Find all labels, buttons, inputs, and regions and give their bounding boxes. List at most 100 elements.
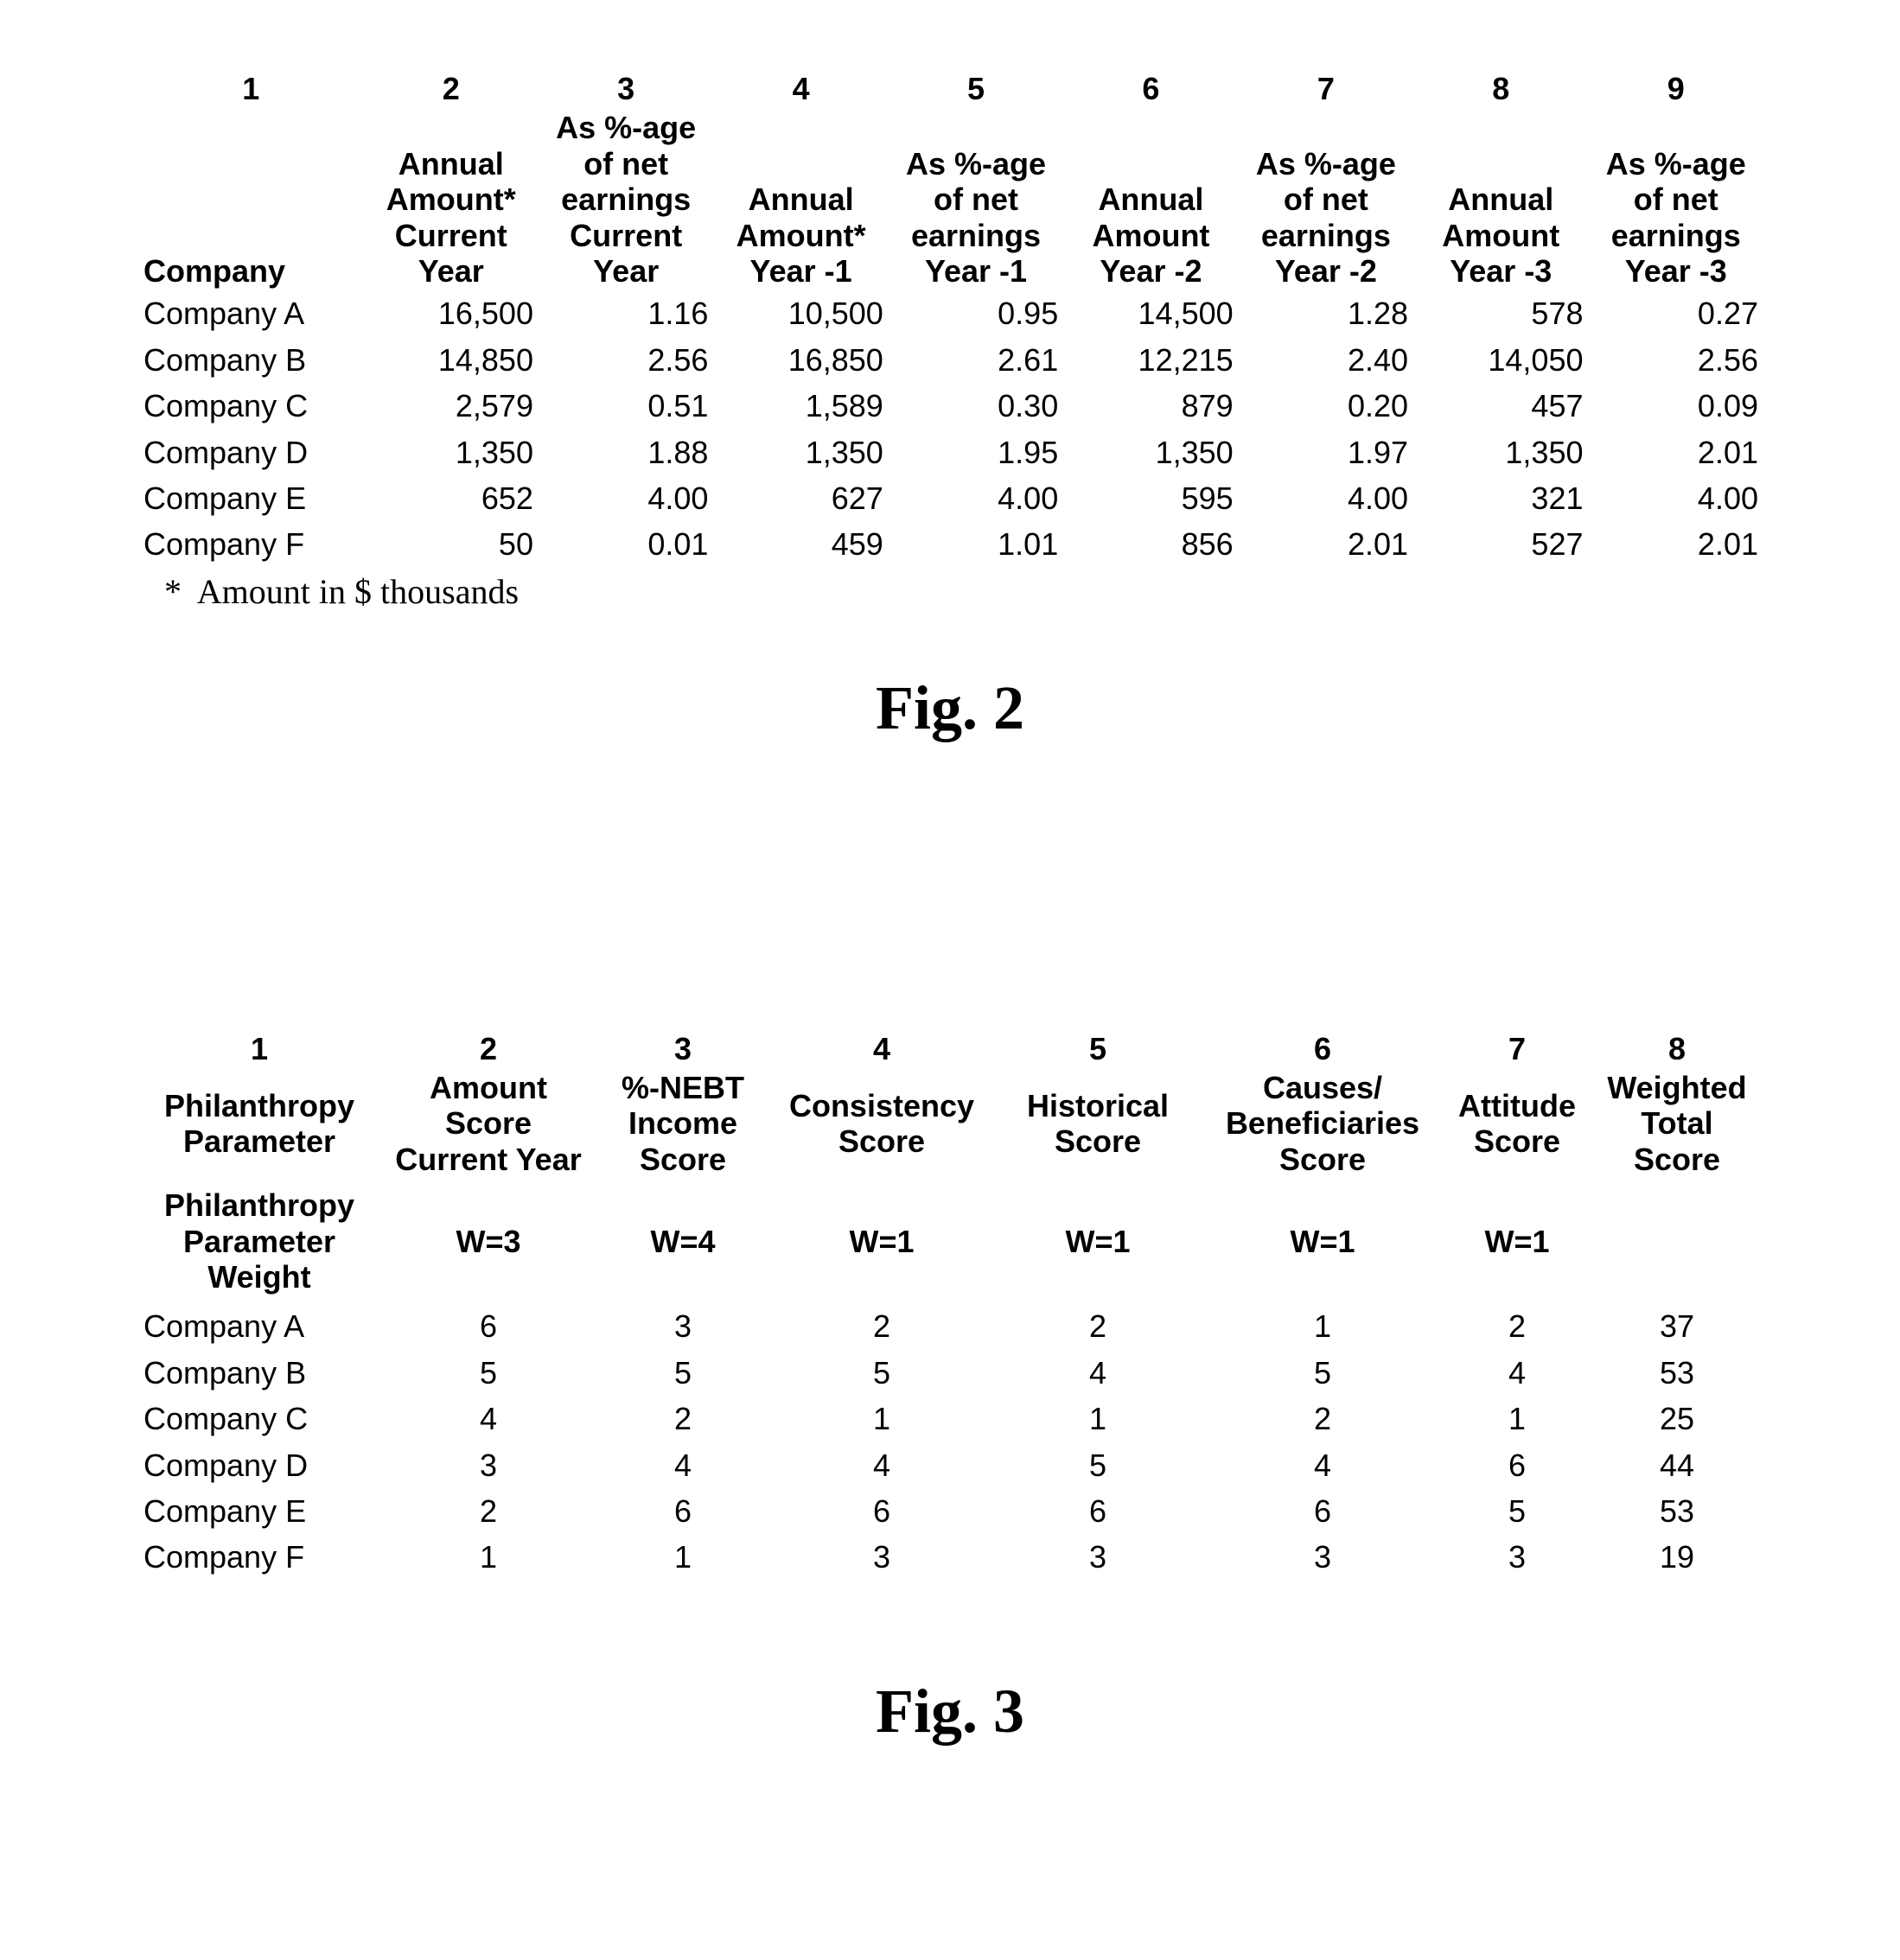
- fig2-header-company: Company: [138, 108, 364, 290]
- fig2-b-v6: 12,215: [1063, 337, 1238, 383]
- fig2-f-v5: 1.01: [889, 521, 1063, 567]
- fig2-e-v4: 627: [713, 475, 888, 521]
- fig3-header-c2: AmountScoreCurrent Year: [380, 1068, 596, 1179]
- fig2-c-v4: 1,589: [713, 383, 888, 429]
- fig3-caption: Fig. 3: [138, 1676, 1762, 1747]
- fig2-footnote: * Amount in $ thousands: [138, 571, 1762, 612]
- fig3-c-v7: 1: [1444, 1396, 1591, 1441]
- fig2-e-v7: 4.00: [1239, 475, 1413, 521]
- fig3-d-v3: 4: [596, 1442, 769, 1488]
- fig3-header-c3: %-NEBTIncomeScore: [596, 1068, 769, 1179]
- fig2-f-v3: 0.01: [539, 521, 713, 567]
- fig3-colnum-3: 3: [596, 1029, 769, 1068]
- fig2-a-v6: 14,500: [1063, 290, 1238, 336]
- fig3-weight-row: PhilanthropyParameterWeight W=3 W=4 W=1 …: [138, 1179, 1763, 1303]
- fig2-d-v8: 1,350: [1413, 430, 1588, 475]
- fig2-a-v4: 10,500: [713, 290, 888, 336]
- fig2-c-company: Company C: [138, 383, 364, 429]
- fig2-c-v3: 0.51: [539, 383, 713, 429]
- fig3-b-v5: 4: [994, 1350, 1202, 1396]
- fig2-c-v7: 0.20: [1239, 383, 1413, 429]
- fig3-header-c6: Causes/BeneficiariesScore: [1202, 1068, 1444, 1179]
- fig3-weight-c7: W=1: [1444, 1179, 1591, 1303]
- fig3-f-v4: 3: [769, 1534, 994, 1580]
- fig3-b-v7: 4: [1444, 1350, 1591, 1396]
- fig2-column-numbers-row: 1 2 3 4 5 6 7 8 9: [138, 69, 1763, 108]
- fig3-colnum-2: 2: [380, 1029, 596, 1068]
- fig2-row-c: Company C 2,579 0.51 1,589 0.30 879 0.20…: [138, 383, 1763, 429]
- fig3-colnum-7: 7: [1444, 1029, 1591, 1068]
- fig3-header-row: PhilanthropyParameter AmountScoreCurrent…: [138, 1068, 1763, 1179]
- fig2-b-v4: 16,850: [713, 337, 888, 383]
- fig3-a-company: Company A: [138, 1303, 380, 1349]
- fig2-d-v4: 1,350: [713, 430, 888, 475]
- fig3-f-v8: 19: [1591, 1534, 1763, 1580]
- fig2-a-v8: 578: [1413, 290, 1588, 336]
- fig3-e-v4: 6: [769, 1488, 994, 1534]
- fig2-a-v5: 0.95: [889, 290, 1063, 336]
- fig2-f-v8: 527: [1413, 521, 1588, 567]
- fig3-header-c5: HistoricalScore: [994, 1068, 1202, 1179]
- fig3-weight-c5: W=1: [994, 1179, 1202, 1303]
- fig3-a-v2: 6: [380, 1303, 596, 1349]
- fig3-e-v3: 6: [596, 1488, 769, 1534]
- fig3-b-v3: 5: [596, 1350, 769, 1396]
- fig2-e-v9: 4.00: [1589, 475, 1764, 521]
- fig3-b-v6: 5: [1202, 1350, 1444, 1396]
- fig3-c-v5: 1: [994, 1396, 1202, 1441]
- fig3-d-v8: 44: [1591, 1442, 1763, 1488]
- fig3-e-v5: 6: [994, 1488, 1202, 1534]
- fig2-f-v6: 856: [1063, 521, 1238, 567]
- fig2-a-v2: 16,500: [364, 290, 539, 336]
- fig2-d-v3: 1.88: [539, 430, 713, 475]
- fig2-colnum-8: 8: [1413, 69, 1588, 108]
- fig2-colnum-2: 2: [364, 69, 539, 108]
- fig3-f-v5: 3: [994, 1534, 1202, 1580]
- fig3-row-f: Company F 1 1 3 3 3 3 19: [138, 1534, 1763, 1580]
- fig3-row-d: Company D 3 4 4 5 4 6 44: [138, 1442, 1763, 1488]
- fig3-c-v2: 4: [380, 1396, 596, 1441]
- fig3-weight-c6: W=1: [1202, 1179, 1444, 1303]
- fig2-row-e: Company E 652 4.00 627 4.00 595 4.00 321…: [138, 475, 1763, 521]
- fig3-f-company: Company F: [138, 1534, 380, 1580]
- fig3-colnum-8: 8: [1591, 1029, 1763, 1068]
- fig3-b-v2: 5: [380, 1350, 596, 1396]
- fig2-header-c6: AnnualAmountYear -2: [1063, 108, 1238, 290]
- fig2-a-v9: 0.27: [1589, 290, 1764, 336]
- fig3-header-c4: ConsistencyScore: [769, 1068, 994, 1179]
- fig2-c-v6: 879: [1063, 383, 1238, 429]
- fig2-row-f: Company F 50 0.01 459 1.01 856 2.01 527 …: [138, 521, 1763, 567]
- fig2-f-v7: 2.01: [1239, 521, 1413, 567]
- fig3-weight-c4: W=1: [769, 1179, 994, 1303]
- fig3-d-v6: 4: [1202, 1442, 1444, 1488]
- fig2-colnum-1: 1: [138, 69, 364, 108]
- fig3-a-v3: 3: [596, 1303, 769, 1349]
- fig3-d-v7: 6: [1444, 1442, 1591, 1488]
- fig3-weight-label: PhilanthropyParameterWeight: [138, 1179, 380, 1303]
- fig2-caption: Fig. 2: [138, 672, 1762, 744]
- fig2-b-v5: 2.61: [889, 337, 1063, 383]
- fig2-e-v3: 4.00: [539, 475, 713, 521]
- fig2-f-v9: 2.01: [1589, 521, 1764, 567]
- fig3-e-company: Company E: [138, 1488, 380, 1534]
- fig2-d-v5: 1.95: [889, 430, 1063, 475]
- fig3-a-v8: 37: [1591, 1303, 1763, 1349]
- fig2-d-v6: 1,350: [1063, 430, 1238, 475]
- fig2-b-v8: 14,050: [1413, 337, 1588, 383]
- fig3-a-v4: 2: [769, 1303, 994, 1349]
- fig3-header-c1: PhilanthropyParameter: [138, 1068, 380, 1179]
- fig3-e-v2: 2: [380, 1488, 596, 1534]
- fig3-colnum-5: 5: [994, 1029, 1202, 1068]
- fig2-colnum-6: 6: [1063, 69, 1238, 108]
- fig2-header-c5: As %-ageof netearningsYear -1: [889, 108, 1063, 290]
- fig3-row-b: Company B 5 5 5 4 5 4 53: [138, 1350, 1763, 1396]
- fig2-a-v7: 1.28: [1239, 290, 1413, 336]
- fig3-f-v3: 1: [596, 1534, 769, 1580]
- fig3-e-v8: 53: [1591, 1488, 1763, 1534]
- fig2-row-b: Company B 14,850 2.56 16,850 2.61 12,215…: [138, 337, 1763, 383]
- fig3-c-v3: 2: [596, 1396, 769, 1441]
- fig3-d-company: Company D: [138, 1442, 380, 1488]
- fig3-a-v6: 1: [1202, 1303, 1444, 1349]
- fig2-c-v2: 2,579: [364, 383, 539, 429]
- fig3-f-v7: 3: [1444, 1534, 1591, 1580]
